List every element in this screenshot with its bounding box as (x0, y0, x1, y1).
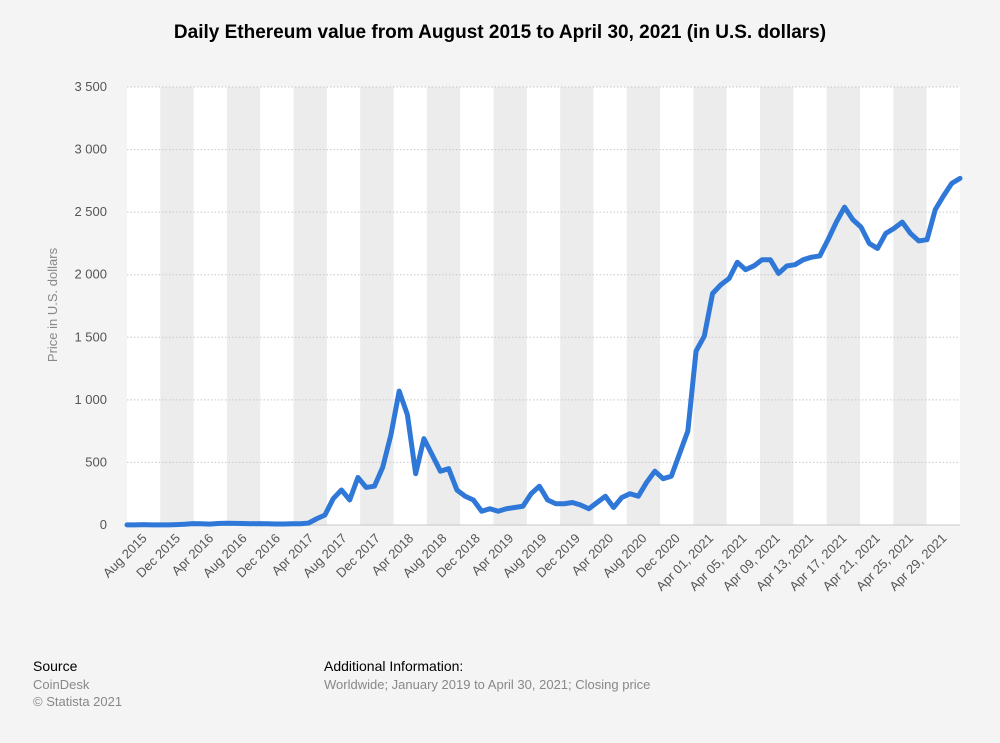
column-band (526, 87, 561, 525)
column-band (127, 87, 161, 525)
column-band (760, 87, 794, 525)
additional-info-heading: Additional Information: (324, 658, 464, 674)
column-bands (127, 87, 960, 525)
column-band (726, 87, 761, 525)
column-band (860, 87, 894, 525)
series-line-closing-price (124, 175, 963, 528)
y-tick-label: 2 500 (74, 204, 107, 219)
y-tick-label: 1 000 (74, 392, 107, 407)
copyright-text[interactable]: © Statista 2021 (33, 694, 123, 709)
chart-title: Daily Ethereum value from August 2015 to… (173, 22, 827, 43)
column-band (360, 87, 394, 525)
column-band (660, 87, 694, 525)
line-chart: 0 500 1 000 1 500 2 000 2 500 3 000 3 500 Aug 2… (45, 79, 963, 594)
column-band (226, 87, 261, 525)
column-band (326, 87, 361, 525)
column-band (193, 87, 227, 525)
column-band (260, 87, 294, 525)
column-band (826, 87, 861, 525)
column-band (793, 87, 827, 525)
column-band (926, 87, 960, 525)
column-band (293, 87, 327, 525)
y-axis-label: Price in U.S. dollars (45, 247, 60, 362)
y-tick-label: 3 000 (74, 142, 107, 157)
y-tick-label: 0 (100, 517, 107, 532)
y-tick-label: 2 000 (74, 267, 107, 282)
column-band (160, 87, 194, 525)
y-tick-label: 500 (85, 454, 107, 469)
source-name[interactable]: CoinDesk (33, 677, 90, 692)
source-block: Source CoinDesk © Statista 2021 (33, 658, 122, 710)
column-band (560, 87, 594, 525)
gridlines (127, 86, 960, 526)
column-band (593, 87, 627, 525)
column-band (626, 87, 661, 525)
y-tick-label: 3 500 (74, 79, 107, 94)
additional-info-text: Worldwide; January 2019 to April 30, 202… (324, 677, 651, 692)
column-band (393, 87, 427, 525)
source-heading: Source (33, 658, 78, 674)
column-band (460, 87, 494, 525)
column-band (893, 87, 927, 525)
additional-info-block: Additional Information: Worldwide; Janua… (324, 658, 650, 693)
y-axis-ticks: 0 500 1 000 1 500 2 000 2 500 3 000 3 500 (74, 79, 107, 532)
column-band (493, 87, 527, 525)
y-tick-label: 1 500 (74, 329, 107, 344)
